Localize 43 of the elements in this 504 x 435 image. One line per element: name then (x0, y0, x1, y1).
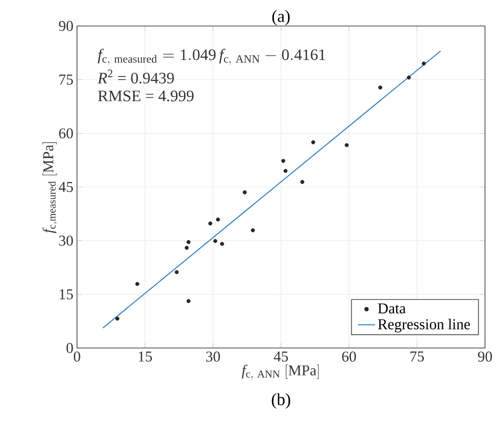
x-tick-label: 90 (478, 352, 492, 362)
y-tick-label: 15 (60, 289, 73, 300)
annotation: RMSE = 4.999 (98, 90, 194, 102)
chart-title: (a) (272, 10, 290, 26)
x-tick-label: 30 (206, 352, 220, 362)
point (406, 76, 411, 80)
legend-label: Data (378, 303, 406, 314)
text: (b) (272, 393, 290, 409)
point (184, 246, 189, 250)
point (213, 239, 218, 244)
point (115, 316, 120, 321)
point (186, 240, 191, 244)
y-axis-title: $f_{\mathrm{c,measured}}\ \mathrm{[MPa]}$ (42, 142, 58, 234)
x-axis-title: $f_{\mathrm{c,\ ANN}}\ \mathrm{[MPa]}$ (242, 364, 319, 380)
point (284, 168, 288, 173)
point (250, 228, 255, 232)
point (220, 242, 224, 246)
legend-label: Regression line (378, 318, 470, 332)
point (135, 282, 140, 286)
point (216, 218, 220, 222)
annotation: $f_{\mathrm{c,\ measured}} = 1.049\,f_{\mathrm{c,\ ANN}} - 0.4161$ (98, 48, 326, 65)
x-tick-label: 75 (410, 352, 424, 362)
y-tick-label: 30 (59, 236, 73, 246)
y-tick-label: 75 (59, 74, 73, 85)
x-tick-label: 45 (274, 352, 288, 362)
point (344, 143, 349, 148)
point (174, 270, 179, 274)
point (242, 190, 247, 194)
x-tick-label: 0 (74, 352, 80, 362)
point (208, 221, 212, 226)
y-tick-label: 90 (58, 20, 73, 32)
point (281, 158, 286, 163)
x-tick-label: 60 (342, 352, 356, 362)
point (422, 62, 426, 66)
point (300, 180, 304, 184)
x-tick-label: 15 (138, 352, 152, 362)
y-tick-label: 45 (58, 182, 73, 192)
point (378, 86, 382, 90)
y-tick-label: 60 (59, 128, 73, 138)
y-tick-label: 0 (66, 342, 73, 354)
annotation: R$^{2}$ = 0.9439 (98, 70, 174, 84)
point (311, 140, 316, 144)
point (186, 299, 191, 304)
